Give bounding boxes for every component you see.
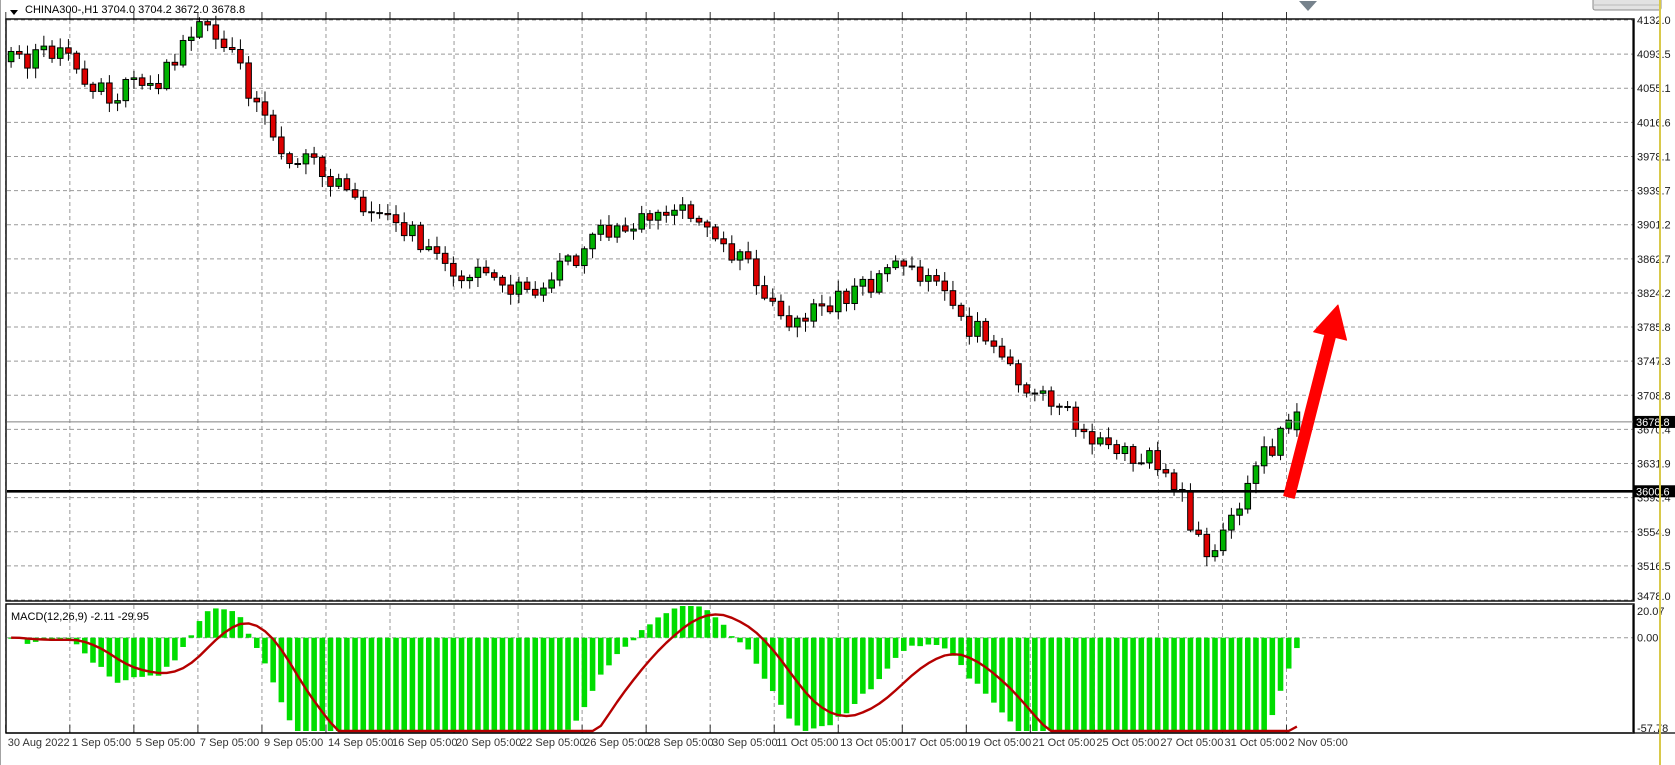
svg-text:MACD(12,26,9) -2.11 -29.95: MACD(12,26,9) -2.11 -29.95 bbox=[11, 611, 149, 623]
svg-text:7 Sep 05:00: 7 Sep 05:00 bbox=[200, 737, 259, 749]
svg-text:0.00: 0.00 bbox=[1637, 633, 1658, 645]
svg-text:28 Sep 05:00: 28 Sep 05:00 bbox=[648, 737, 713, 749]
svg-text:30 Sep 05:00: 30 Sep 05:00 bbox=[712, 737, 777, 749]
svg-text:21 Oct 05:00: 21 Oct 05:00 bbox=[1032, 737, 1095, 749]
svg-text:3785.8: 3785.8 bbox=[1637, 322, 1671, 334]
svg-text:30 Aug 2022: 30 Aug 2022 bbox=[8, 737, 70, 749]
svg-text:3824.2: 3824.2 bbox=[1637, 288, 1671, 300]
svg-text:9 Sep 05:00: 9 Sep 05:00 bbox=[264, 737, 323, 749]
svg-text:31 Oct 05:00: 31 Oct 05:00 bbox=[1224, 737, 1287, 749]
svg-text:3978.1: 3978.1 bbox=[1637, 151, 1671, 163]
svg-text:17 Oct 05:00: 17 Oct 05:00 bbox=[904, 737, 967, 749]
svg-text:11 Oct 05:00: 11 Oct 05:00 bbox=[776, 737, 838, 749]
svg-text:3939.7: 3939.7 bbox=[1637, 186, 1671, 198]
svg-text:27 Oct 05:00: 27 Oct 05:00 bbox=[1160, 737, 1223, 749]
svg-text:14 Sep 05:00: 14 Sep 05:00 bbox=[328, 737, 393, 749]
svg-text:4055.1: 4055.1 bbox=[1637, 83, 1671, 95]
svg-text:3678.8: 3678.8 bbox=[1636, 417, 1670, 429]
svg-text:26 Sep 05:00: 26 Sep 05:00 bbox=[584, 737, 649, 749]
svg-text:3747.3: 3747.3 bbox=[1637, 356, 1671, 368]
svg-text:2 Nov 05:00: 2 Nov 05:00 bbox=[1289, 737, 1348, 749]
svg-text:5 Sep 05:00: 5 Sep 05:00 bbox=[136, 737, 195, 749]
svg-text:3516.5: 3516.5 bbox=[1637, 561, 1671, 573]
svg-text:3862.7: 3862.7 bbox=[1637, 254, 1671, 266]
svg-text:20 Sep 05:00: 20 Sep 05:00 bbox=[456, 737, 521, 749]
svg-text:16 Sep 05:00: 16 Sep 05:00 bbox=[392, 737, 457, 749]
svg-text:13 Oct 05:00: 13 Oct 05:00 bbox=[840, 737, 903, 749]
svg-text:3901.2: 3901.2 bbox=[1637, 220, 1671, 232]
svg-text:3554.9: 3554.9 bbox=[1637, 527, 1671, 539]
svg-text:CHINA300‑,H1 3704.0 3704.2 3: CHINA300‑,H1 3704.0 3704.2 3672.0 3678.8 bbox=[25, 4, 245, 16]
svg-text:4016.6: 4016.6 bbox=[1637, 117, 1671, 129]
svg-text:3600.6: 3600.6 bbox=[1636, 486, 1670, 498]
svg-text:4132.0: 4132.0 bbox=[1637, 15, 1671, 27]
svg-text:4093.5: 4093.5 bbox=[1637, 49, 1671, 61]
svg-text:19 Oct 05:00: 19 Oct 05:00 bbox=[968, 737, 1031, 749]
svg-text:22 Sep 05:00: 22 Sep 05:00 bbox=[520, 737, 585, 749]
svg-text:3708.8: 3708.8 bbox=[1637, 390, 1671, 402]
svg-text:3478.0: 3478.0 bbox=[1637, 591, 1671, 603]
svg-text:3631.9: 3631.9 bbox=[1637, 459, 1671, 471]
svg-text:25 Oct 05:00: 25 Oct 05:00 bbox=[1096, 737, 1159, 749]
svg-text:1 Sep 05:00: 1 Sep 05:00 bbox=[72, 737, 131, 749]
